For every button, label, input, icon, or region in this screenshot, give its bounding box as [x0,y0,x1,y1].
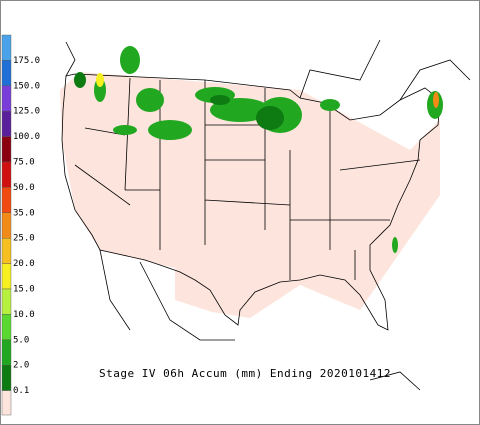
legend-swatch [1,390,12,416]
legend-label: 75.0 [13,158,35,168]
precip-peak [96,73,104,87]
legend-swatch [1,365,12,391]
precip-peak [433,92,439,108]
legend-swatch [1,288,12,315]
legend-label: 2.0 [13,361,29,371]
legend-swatch [1,314,12,340]
map-title: Stage IV 06h Accum (mm) Ending 202010141… [99,367,391,380]
legend-swatch [1,85,12,112]
legend-swatch [1,136,12,163]
other-borders [65,39,471,391]
legend-swatch [1,60,12,87]
us-outline [61,73,441,331]
legend-swatch [1,110,12,137]
legend-label: 50.0 [13,183,35,193]
legend: 175.0 150.0 125.0 100.0 75.0 50.0 35.0 25.0 20.0… [1,34,40,416]
legend-label: 5.0 [13,335,29,345]
legend-label: 150.0 [13,81,40,91]
legend-label: 10.0 [13,310,35,320]
legend-swatch [1,161,12,188]
legend-label: 175.0 [13,56,40,66]
legend-label: 35.0 [13,208,35,218]
legend-swatch [1,237,12,264]
legend-swatch [1,212,12,239]
legend-label: 25.0 [13,234,35,244]
legend-swatch [1,263,12,290]
legend-label: 20.0 [13,259,35,269]
legend-swatch [1,339,12,366]
legend-label: 100.0 [13,132,40,142]
legend-label: 125.0 [13,107,40,117]
precip-heavy [74,72,284,130]
legend-label: 15.0 [13,285,35,295]
legend-swatch [1,34,12,61]
legend-swatch [1,187,12,213]
legend-label: 0.1 [13,386,29,396]
